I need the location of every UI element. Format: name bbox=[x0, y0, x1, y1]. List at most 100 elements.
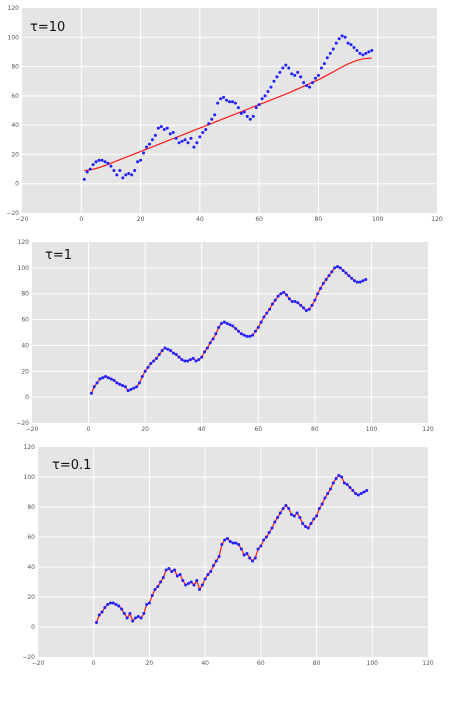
data-point bbox=[212, 564, 215, 567]
x-tick-label: 60 bbox=[257, 660, 265, 667]
data-point bbox=[141, 375, 144, 378]
data-point bbox=[299, 75, 302, 78]
data-point bbox=[329, 52, 332, 55]
data-point bbox=[251, 560, 254, 563]
x-tick-label: 100 bbox=[367, 660, 379, 667]
data-point bbox=[294, 300, 297, 303]
y-tick-label: 120 bbox=[24, 444, 36, 451]
x-tick-label: −20 bbox=[26, 426, 39, 433]
data-point bbox=[148, 143, 151, 146]
data-point bbox=[172, 131, 175, 134]
x-tick-label: 120 bbox=[422, 426, 434, 433]
y-tick-label: 0 bbox=[25, 394, 29, 401]
data-point bbox=[166, 127, 169, 130]
data-point bbox=[189, 137, 192, 140]
data-point bbox=[175, 137, 178, 140]
data-point bbox=[124, 385, 127, 388]
data-point bbox=[178, 141, 181, 144]
data-point bbox=[160, 125, 163, 128]
data-point bbox=[101, 611, 104, 614]
data-point bbox=[115, 173, 118, 176]
data-point bbox=[159, 581, 162, 584]
data-point bbox=[290, 72, 293, 75]
data-point bbox=[347, 274, 350, 277]
data-point bbox=[305, 84, 308, 87]
data-point bbox=[229, 323, 232, 326]
data-point bbox=[287, 67, 290, 70]
data-point bbox=[140, 617, 143, 620]
data-point bbox=[215, 560, 218, 563]
data-point bbox=[262, 315, 265, 318]
y-tick-label: −20 bbox=[6, 210, 19, 217]
data-point bbox=[219, 97, 222, 100]
y-tick-label: 80 bbox=[21, 291, 29, 298]
data-point bbox=[228, 100, 231, 103]
data-point bbox=[249, 118, 252, 121]
data-point bbox=[335, 42, 338, 45]
data-point bbox=[103, 606, 106, 609]
data-point bbox=[218, 555, 221, 558]
data-point bbox=[220, 322, 223, 325]
data-point bbox=[201, 584, 204, 587]
data-point bbox=[259, 545, 262, 548]
data-point bbox=[98, 614, 101, 617]
data-point bbox=[311, 304, 314, 307]
data-point bbox=[195, 141, 198, 144]
data-point bbox=[325, 278, 328, 281]
data-point bbox=[112, 169, 115, 172]
data-point bbox=[109, 165, 112, 168]
data-point bbox=[176, 575, 179, 578]
y-tick-label: 120 bbox=[18, 239, 30, 246]
data-point bbox=[193, 584, 196, 587]
data-point bbox=[304, 525, 307, 528]
data-point bbox=[165, 569, 168, 572]
data-point bbox=[350, 277, 353, 280]
data-point bbox=[342, 269, 345, 272]
data-point bbox=[343, 482, 346, 485]
data-point bbox=[134, 617, 137, 620]
data-point bbox=[142, 151, 145, 154]
data-point bbox=[364, 278, 367, 281]
data-point bbox=[353, 279, 356, 282]
data-point bbox=[151, 138, 154, 141]
data-point bbox=[293, 74, 296, 77]
data-point bbox=[317, 74, 320, 77]
data-point bbox=[330, 270, 333, 273]
data-point bbox=[83, 178, 86, 181]
data-point bbox=[237, 543, 240, 546]
data-point bbox=[296, 512, 299, 515]
x-tick-label: 60 bbox=[255, 216, 263, 223]
data-point bbox=[243, 334, 246, 337]
tau-annotation: τ=1 bbox=[45, 248, 72, 263]
data-point bbox=[234, 102, 237, 105]
data-point bbox=[268, 531, 271, 534]
data-point bbox=[265, 536, 268, 539]
x-tick-label: 20 bbox=[141, 426, 149, 433]
data-point bbox=[120, 608, 123, 611]
data-point bbox=[296, 71, 299, 74]
data-point bbox=[104, 375, 107, 378]
data-point bbox=[282, 291, 285, 294]
x-tick-label: 0 bbox=[87, 426, 91, 433]
y-tick-label: 120 bbox=[8, 5, 20, 12]
data-point bbox=[206, 347, 209, 350]
data-point bbox=[137, 615, 140, 618]
x-tick-label: 40 bbox=[198, 426, 206, 433]
data-point bbox=[136, 160, 139, 163]
data-point bbox=[154, 134, 157, 137]
data-point bbox=[332, 482, 335, 485]
data-point bbox=[169, 349, 172, 352]
data-point bbox=[198, 588, 201, 591]
data-point bbox=[212, 337, 215, 340]
data-point bbox=[95, 160, 98, 163]
data-point bbox=[184, 138, 187, 141]
data-point bbox=[276, 516, 279, 519]
x-tick-label: −20 bbox=[32, 660, 45, 667]
data-point bbox=[278, 71, 281, 74]
data-point bbox=[158, 353, 161, 356]
data-point bbox=[251, 334, 254, 337]
data-point bbox=[130, 173, 133, 176]
data-point bbox=[127, 172, 130, 175]
x-tick-label: 80 bbox=[313, 660, 321, 667]
data-point bbox=[340, 476, 343, 479]
